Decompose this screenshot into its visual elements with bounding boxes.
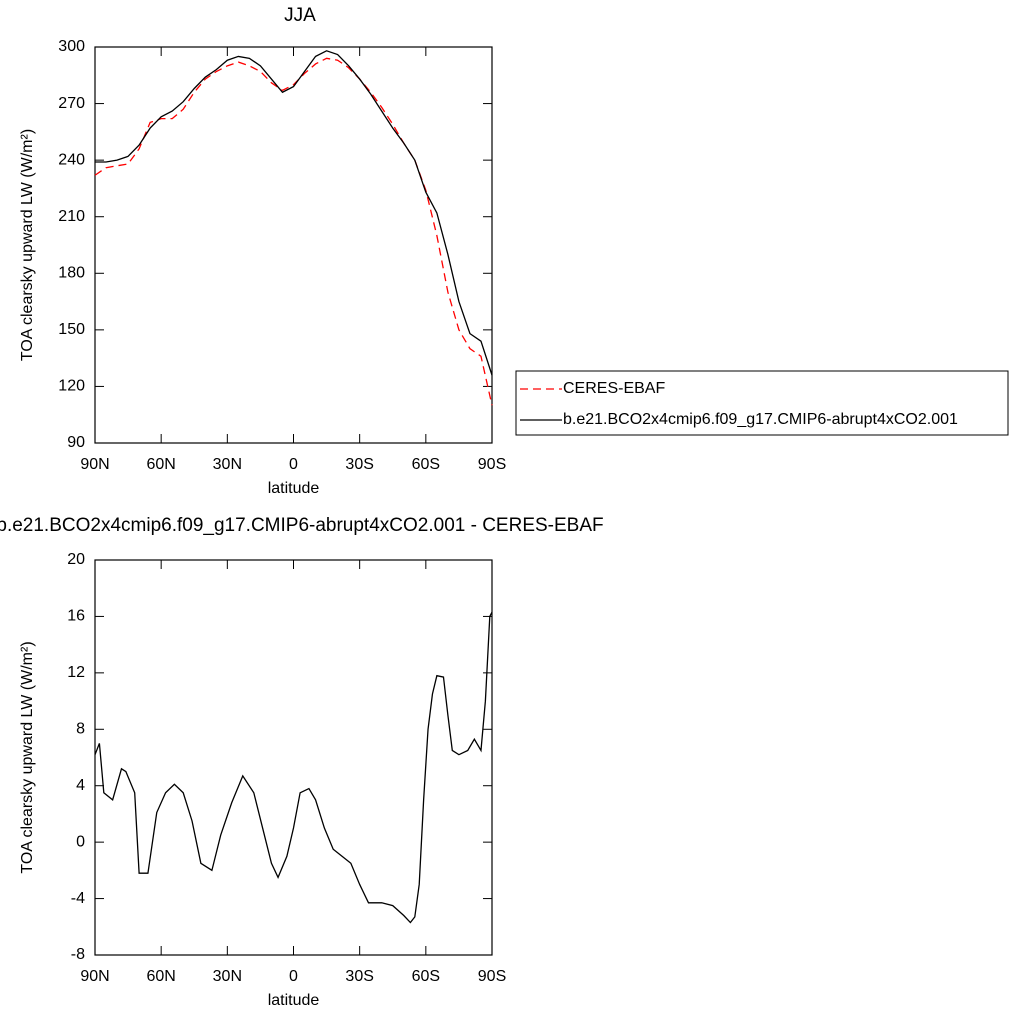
x-tick-label: 60N [146,456,175,473]
y-tick-label: 16 [67,608,85,625]
y-tick-label: 4 [76,777,85,794]
x-tick-label: 30N [213,968,242,985]
y-tick-label: 8 [76,721,85,738]
x-tick-label: 30S [345,456,373,473]
legend-label: b.e21.BCO2x4cmip6.f09_g17.CMIP6-abrupt4x… [563,411,958,428]
x-tick-label: 90N [80,456,109,473]
y-tick-label: 210 [58,208,85,225]
x-tick-label: 90N [80,968,109,985]
series-line [95,50,493,376]
plot-frame [94,46,493,444]
x-tick-label: 0 [289,456,298,473]
x-tick-label: 60S [412,968,440,985]
y-tick-label: 180 [58,265,85,282]
x-axis-label: latitude [268,480,320,497]
y-tick-label: 120 [58,378,85,395]
x-tick-label: 60N [146,968,175,985]
y-tick-label: 20 [67,551,85,568]
legend-box [515,370,1009,436]
y-tick-label: 0 [76,833,85,850]
y-axis-label: TOA clearsky upward LW (W/m²) [19,129,36,361]
plot-frame [94,559,493,956]
y-tick-label: 12 [67,664,85,681]
chart-title: b.e21.BCO2x4cmip6.f09_g17.CMIP6-abrupt4x… [0,515,604,536]
legend-label: CERES-EBAF [563,380,665,397]
x-tick-label: 0 [289,968,298,985]
x-tick-label: 60S [412,456,440,473]
chart-title: JJA [284,5,316,26]
y-tick-label: 90 [67,434,85,451]
y-tick-label: 300 [58,38,85,55]
x-axis-label: latitude [268,992,320,1009]
y-tick-label: 270 [58,95,85,112]
x-tick-label: 90S [478,456,506,473]
y-tick-label: 240 [58,151,85,168]
x-tick-label: 30N [213,456,242,473]
y-tick-label: 150 [58,321,85,338]
x-tick-label: 30S [345,968,373,985]
series-line [94,611,493,924]
y-axis-label: TOA clearsky upward LW (W/m²) [19,641,36,873]
y-tick-label: -8 [71,946,85,963]
x-tick-label: 90S [478,968,506,985]
series-line [94,57,493,406]
y-tick-label: -4 [71,890,85,907]
